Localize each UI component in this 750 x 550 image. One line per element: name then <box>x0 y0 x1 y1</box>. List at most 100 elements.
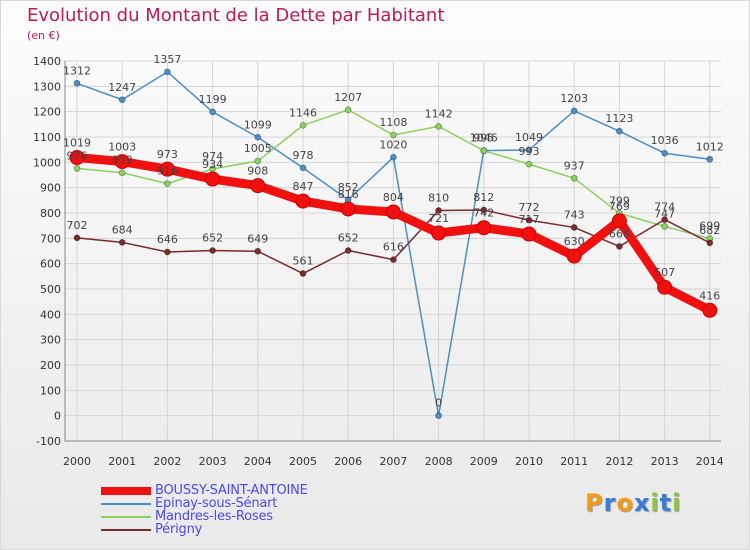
axis-layer: -100 0 100 200 300 400 500 600 700 800 900 1000 1100… <box>33 55 724 468</box>
x-tick-label: 2008 <box>425 455 453 468</box>
data-point-p-rigny <box>570 224 578 231</box>
data-point-mandres-les-roses <box>299 121 307 129</box>
legend-swatch-boussy <box>101 487 151 495</box>
data-label-p-rigny: 682 <box>699 224 720 237</box>
data-label-boussy-saint-antoine: 742 <box>473 207 494 220</box>
data-label-p-rigny: 774 <box>654 201 675 214</box>
data-point-boussy-saint-antoine <box>657 279 673 295</box>
data-label-mandres-les-roses: 799 <box>609 194 630 207</box>
legend-swatch-perigny <box>101 529 151 531</box>
data-label-boussy-saint-antoine: 721 <box>428 212 449 225</box>
data-label-epinay-sous-s-nart: 1357 <box>153 53 181 66</box>
data-point-boussy-saint-antoine <box>385 204 401 220</box>
data-label-layer: 1312 1247 1357 1199 1099 978 852 1020 0 1046 1049 1… <box>63 53 724 410</box>
legend-swatch-mandres <box>101 516 151 518</box>
data-label-mandres-les-roses: 747 <box>654 207 675 220</box>
chart-subtitle: (en €) <box>27 29 60 42</box>
data-label-boussy-saint-antoine: 1019 <box>63 137 91 150</box>
proxiti-logo: Proxiti <box>585 489 681 517</box>
data-label-epinay-sous-s-nart: 1312 <box>63 64 91 77</box>
data-point-boussy-saint-antoine <box>205 171 221 187</box>
legend: BOUSSY-SAINT-ANTOINE Epinay-sous-Sénart … <box>101 483 401 537</box>
data-point-p-rigny <box>389 256 397 264</box>
x-tick-label: 2005 <box>289 455 317 468</box>
data-point-mandres-les-roses <box>73 165 81 172</box>
data-point-boussy-saint-antoine <box>521 226 537 242</box>
data-point-mandres-les-roses <box>480 147 488 155</box>
data-point-epinay-sous-s-nart <box>118 96 126 104</box>
data-label-boussy-saint-antoine: 804 <box>383 191 404 204</box>
data-point-mandres-les-roses <box>661 223 668 230</box>
data-label-epinay-sous-s-nart: 1123 <box>605 112 633 125</box>
data-point-p-rigny <box>525 216 533 224</box>
y-tick-label: 0 <box>54 410 61 423</box>
x-tick-label: 2004 <box>244 455 272 468</box>
legend-item-mandres: Mandres-les-Roses <box>101 509 401 524</box>
data-label-boussy-saint-antoine: 934 <box>202 158 223 171</box>
data-point-epinay-sous-s-nart <box>661 149 668 157</box>
data-label-boussy-saint-antoine: 416 <box>699 289 720 302</box>
data-point-p-rigny <box>73 234 81 242</box>
data-label-mandres-les-roses: 959 <box>112 154 133 167</box>
data-point-epinay-sous-s-nart <box>435 412 443 420</box>
data-label-epinay-sous-s-nart: 1012 <box>696 140 724 153</box>
x-tick-label: 2012 <box>605 455 633 468</box>
data-label-mandres-les-roses: 699 <box>699 220 720 233</box>
data-point-epinay-sous-s-nart <box>163 68 171 76</box>
x-tick-label: 2013 <box>651 455 679 468</box>
y-tick-label: 600 <box>40 258 61 271</box>
data-label-p-rigny: 810 <box>428 191 449 204</box>
data-label-mandres-les-roses: 1146 <box>289 106 317 119</box>
data-point-mandres-les-roses <box>163 180 171 188</box>
data-point-p-rigny <box>344 247 352 254</box>
data-label-boussy-saint-antoine: 1003 <box>108 141 136 154</box>
y-tick-label: 1400 <box>33 55 61 68</box>
data-point-epinay-sous-s-nart <box>525 146 533 154</box>
data-label-p-rigny: 652 <box>202 231 223 244</box>
data-label-boussy-saint-antoine: 507 <box>654 266 675 279</box>
data-label-mandres-les-roses: 1005 <box>244 142 272 155</box>
data-label-p-rigny: 616 <box>383 241 404 254</box>
legend-label-mandres: Mandres-les-Roses <box>155 509 273 524</box>
data-point-mandres-les-roses <box>344 106 352 114</box>
data-point-epinay-sous-s-nart <box>706 155 714 163</box>
data-point-mandres-les-roses <box>254 157 262 165</box>
data-point-mandres-les-roses <box>118 169 126 177</box>
data-label-epinay-sous-s-nart: 1049 <box>515 131 543 144</box>
data-point-p-rigny <box>706 239 714 247</box>
data-label-p-rigny: 561 <box>293 255 314 268</box>
y-tick-label: 500 <box>40 283 61 296</box>
data-label-boussy-saint-antoine: 973 <box>157 148 178 161</box>
y-tick-label: 1000 <box>33 156 61 169</box>
legend-item-epinay: Epinay-sous-Sénart <box>101 496 401 511</box>
x-tick-label: 2014 <box>696 455 724 468</box>
data-label-mandres-les-roses: 993 <box>519 145 540 158</box>
data-label-mandres-les-roses: 974 <box>202 150 223 163</box>
data-point-boussy-saint-antoine <box>114 154 130 170</box>
legend-swatch-epinay <box>101 503 151 505</box>
series-layer <box>69 68 718 420</box>
data-label-p-rigny: 649 <box>247 232 268 245</box>
data-label-boussy-saint-antoine: 908 <box>247 165 268 178</box>
data-label-p-rigny: 743 <box>564 208 585 221</box>
data-label-mandres-les-roses: 1207 <box>334 91 362 104</box>
data-label-p-rigny: 652 <box>338 231 359 244</box>
data-point-boussy-saint-antoine <box>431 225 447 241</box>
data-label-epinay-sous-s-nart: 1099 <box>244 118 272 131</box>
data-label-boussy-saint-antoine: 717 <box>519 213 540 226</box>
legend-label-epinay: Epinay-sous-Sénart <box>155 496 278 511</box>
legend-item-perigny: Périgny <box>101 522 401 537</box>
data-point-mandres-les-roses <box>570 174 578 182</box>
data-point-epinay-sous-s-nart <box>616 127 623 135</box>
data-point-epinay-sous-s-nart <box>570 107 578 115</box>
y-tick-label: 900 <box>40 182 61 195</box>
data-point-p-rigny <box>480 206 488 214</box>
legend-label-perigny: Périgny <box>155 522 203 537</box>
data-label-mandres-les-roses: 937 <box>564 159 585 172</box>
logo-letter: o <box>616 489 634 517</box>
data-label-p-rigny: 702 <box>67 219 88 232</box>
y-tick-label: 1100 <box>33 131 61 144</box>
x-tick-label: 2009 <box>470 455 498 468</box>
